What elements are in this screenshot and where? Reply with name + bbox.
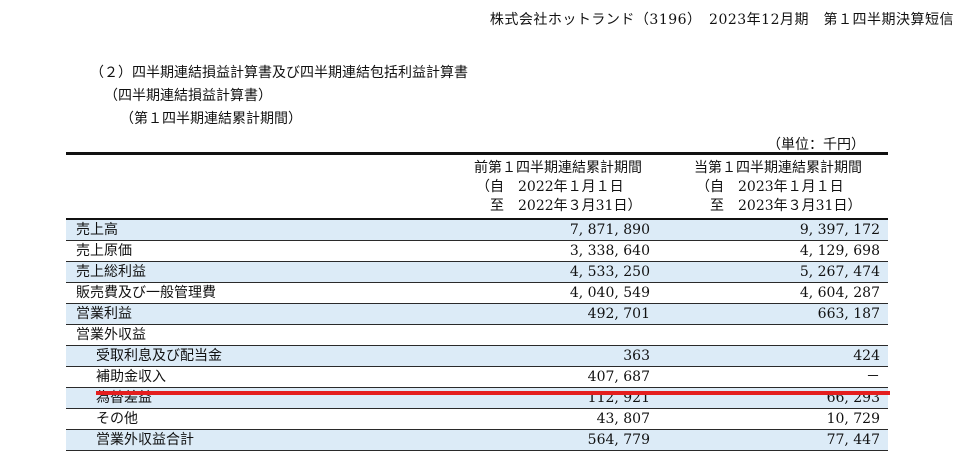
prev-value: 407, 687 [587,369,650,385]
row-label: 売上総利益 [76,264,146,280]
row-label: 売上高 [76,222,118,238]
section-subtitle: （四半期連結損益計算書） [104,88,272,104]
prev-value: 43, 807 [596,411,650,427]
curr-value: 663, 187 [817,306,880,322]
curr-value [668,325,888,345]
table-row: 営業利益 492, 701 663, 187 [66,304,888,325]
prev-value: 363 [623,348,650,364]
curr-value: 10, 729 [826,411,880,427]
section-period: （第１四半期連結累計期間） [120,111,302,127]
curr-value: 9, 397, 172 [799,222,880,238]
section-title: （２）四半期連結損益計算書及び四半期連結包括利益計算書 [90,65,468,81]
table-header-rule [66,218,888,220]
curr-value: 5, 267, 474 [799,264,880,280]
document-header: 株式会社ホットランド（3196） 2023年12月期 第１四半期決算短信 [489,12,954,28]
income-statement-table: 前第１四半期連結累計期間 （自 2022年１月１日 至 2022年３月31日） … [66,152,888,451]
curr-period-from: （自 2023年１月１日 [696,179,844,195]
row-label: 受取利息及び配当金 [96,348,222,364]
row-label: 販売費及び一般管理費 [76,285,216,301]
header-curr-period: 当第１四半期連結累計期間 （自 2023年１月１日 至 2023年３月31日） [668,155,888,218]
table-row: 受取利息及び配当金 363 424 [66,346,888,367]
curr-value: 4, 604, 287 [799,285,880,301]
curr-period-to: 至 2023年３月31日） [696,198,862,214]
row-label: 営業外収益 [76,327,146,343]
table-row: 営業外収益 [66,325,888,346]
curr-value: 77, 447 [826,432,880,448]
row-label: 営業外収益合計 [96,432,194,448]
curr-value: 4, 129, 698 [799,243,880,259]
prev-period-to: 至 2022年３月31日） [476,198,642,214]
table-row: 売上高 7, 871, 890 9, 397, 172 [66,220,888,241]
row-label: その他 [96,411,138,427]
table-top-rule [66,152,888,155]
prev-value: 564, 779 [587,432,650,448]
table-row: 補助金収入 407, 687 － [66,367,888,388]
prev-period-title: 前第１四半期連結累計期間 [474,160,642,176]
row-label: 売上原価 [76,243,132,259]
table-header: 前第１四半期連結累計期間 （自 2022年１月１日 至 2022年３月31日） … [66,155,888,218]
table-row: その他 43, 807 10, 729 [66,409,888,430]
row-label: 補助金収入 [96,369,166,385]
table-body: 売上高 7, 871, 890 9, 397, 172 売上原価 3, 338, 64… [66,220,888,451]
prev-period-from: （自 2022年１月１日 [476,179,624,195]
unit-label: （単位：千円） [767,137,865,153]
prev-value: 4, 533, 250 [569,264,650,280]
curr-value: － [866,369,880,385]
prev-value: 3, 338, 640 [569,243,650,259]
prev-value [448,325,668,345]
table-row: 販売費及び一般管理費 4, 040, 549 4, 604, 287 [66,283,888,304]
prev-value: 492, 701 [587,306,650,322]
prev-value: 4, 040, 549 [569,285,650,301]
curr-period-title: 当第１四半期連結累計期間 [694,160,862,176]
highlight-underline [96,391,890,395]
header-label-cell [66,155,448,218]
prev-value: 7, 871, 890 [569,222,650,238]
table-row: 営業外収益合計 564, 779 77, 447 [66,430,888,451]
section-heading: （２）四半期連結損益計算書及び四半期連結包括利益計算書 （四半期連結損益計算書）… [90,62,468,131]
curr-value: 424 [853,348,880,364]
table-row: 売上総利益 4, 533, 250 5, 267, 474 [66,262,888,283]
header-prev-period: 前第１四半期連結累計期間 （自 2022年１月１日 至 2022年３月31日） [448,155,668,218]
row-label: 営業利益 [76,306,132,322]
table-row: 売上原価 3, 338, 640 4, 129, 698 [66,241,888,262]
